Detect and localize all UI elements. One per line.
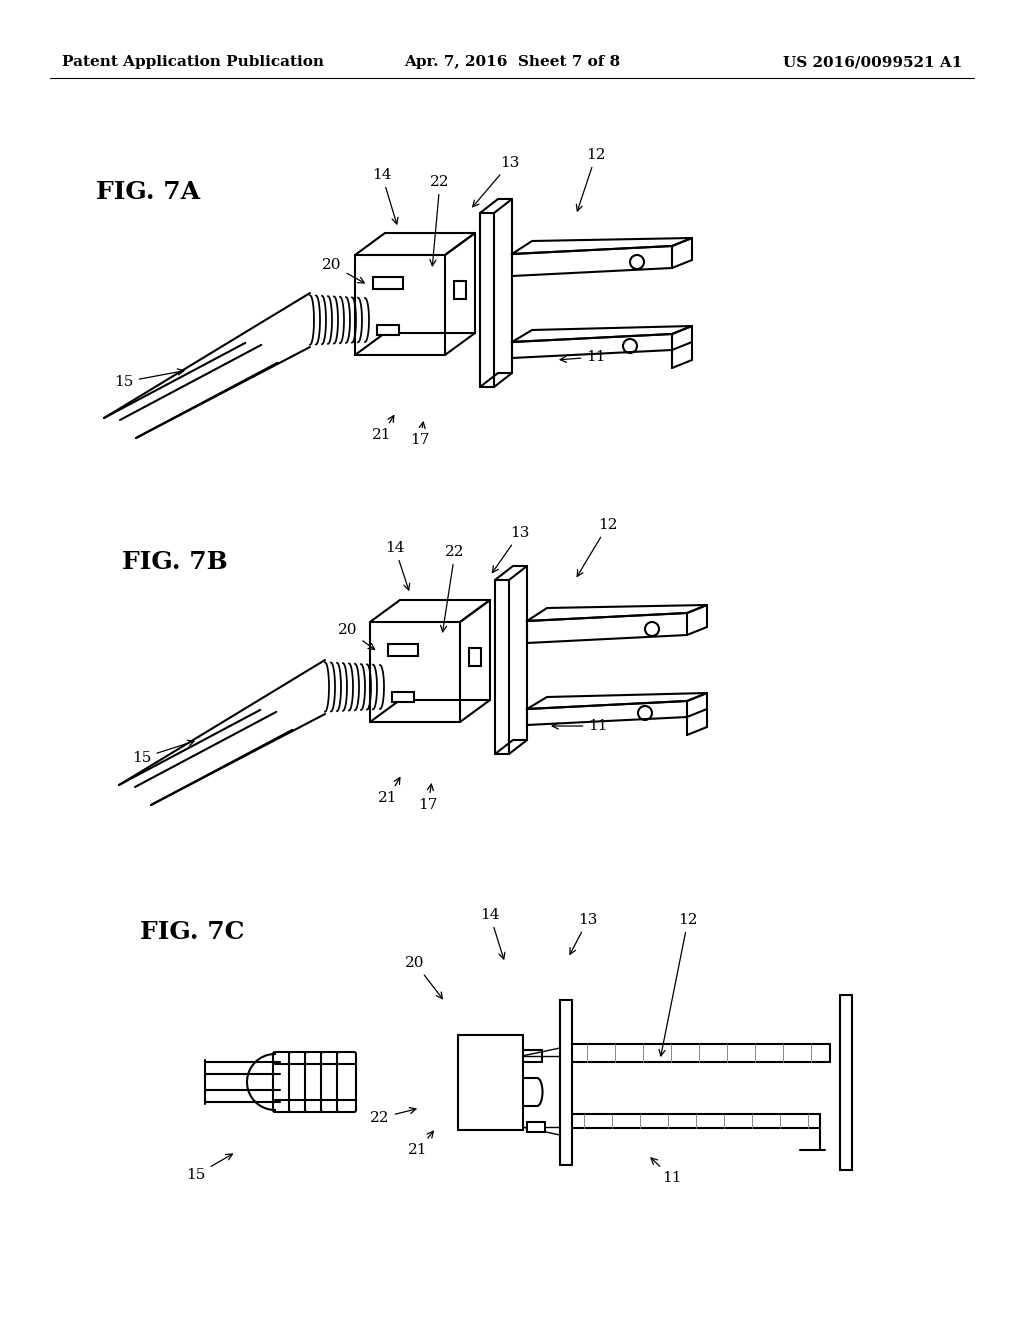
FancyBboxPatch shape xyxy=(321,1052,340,1111)
Text: 13: 13 xyxy=(473,156,520,207)
Text: 15: 15 xyxy=(132,741,194,766)
Text: 11: 11 xyxy=(552,719,608,733)
Text: Patent Application Publication: Patent Application Publication xyxy=(62,55,324,69)
Text: FIG. 7C: FIG. 7C xyxy=(139,920,245,944)
Text: 22: 22 xyxy=(430,176,450,265)
Text: 11: 11 xyxy=(560,350,606,364)
Text: 21: 21 xyxy=(409,1131,433,1158)
Text: 20: 20 xyxy=(323,257,365,282)
Bar xyxy=(388,644,418,656)
Text: US 2016/0099521 A1: US 2016/0099521 A1 xyxy=(782,55,962,69)
Text: 12: 12 xyxy=(659,913,697,1056)
Bar xyxy=(454,281,466,300)
Text: 17: 17 xyxy=(411,422,430,447)
Text: 12: 12 xyxy=(577,148,606,211)
Bar xyxy=(458,1035,523,1130)
Text: 14: 14 xyxy=(480,908,505,960)
Text: FIG. 7B: FIG. 7B xyxy=(122,550,228,574)
Bar xyxy=(527,1122,545,1133)
Text: 21: 21 xyxy=(378,777,400,805)
Text: 22: 22 xyxy=(371,1107,416,1125)
Text: 21: 21 xyxy=(373,416,394,442)
Text: 14: 14 xyxy=(385,541,410,590)
Text: 13: 13 xyxy=(493,525,529,573)
Text: 20: 20 xyxy=(406,956,442,999)
Text: 20: 20 xyxy=(338,623,375,649)
FancyBboxPatch shape xyxy=(337,1052,356,1111)
FancyBboxPatch shape xyxy=(289,1052,308,1111)
Text: 17: 17 xyxy=(419,784,437,812)
Text: FIG. 7A: FIG. 7A xyxy=(96,180,200,205)
Text: 12: 12 xyxy=(578,517,617,577)
FancyBboxPatch shape xyxy=(305,1052,324,1111)
Bar xyxy=(392,692,414,702)
Text: 15: 15 xyxy=(115,368,184,389)
Bar xyxy=(377,325,399,335)
Text: Apr. 7, 2016  Sheet 7 of 8: Apr. 7, 2016 Sheet 7 of 8 xyxy=(403,55,621,69)
Text: 15: 15 xyxy=(186,1154,232,1181)
Bar xyxy=(373,277,403,289)
Text: 14: 14 xyxy=(373,168,398,224)
FancyBboxPatch shape xyxy=(273,1052,292,1111)
Text: 11: 11 xyxy=(651,1158,682,1185)
Text: 22: 22 xyxy=(440,545,465,632)
Bar xyxy=(840,995,852,1170)
Bar xyxy=(560,1001,572,1166)
Bar xyxy=(469,648,481,667)
Text: 13: 13 xyxy=(570,913,598,954)
